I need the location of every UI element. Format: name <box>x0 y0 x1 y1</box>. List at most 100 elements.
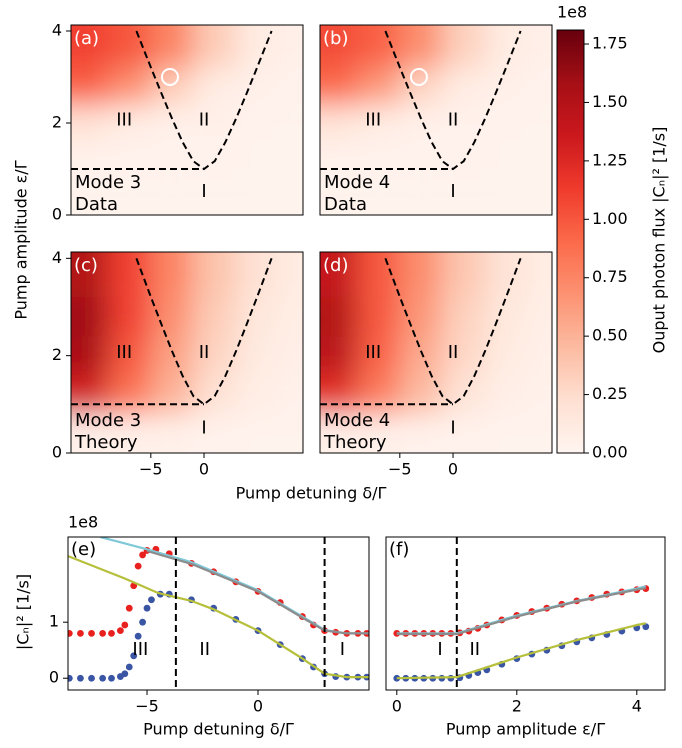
heatmap-cell <box>527 375 552 415</box>
x-tick-label: −5 <box>139 460 163 479</box>
heatmap-cell <box>357 104 400 142</box>
heatmap-cell <box>235 336 279 376</box>
y-tick-label: 2 <box>52 112 62 131</box>
axis-offset: 1e8 <box>68 513 98 532</box>
heatmap-cell <box>108 375 151 415</box>
heatmap-cell <box>527 104 552 142</box>
heatmap-cell <box>235 141 279 179</box>
heatmap-cell <box>320 67 358 105</box>
y-tick-label: 0 <box>52 443 62 462</box>
colorbar-offset: 1e8 <box>557 3 587 22</box>
heatmap-cell <box>484 297 528 337</box>
regime-boundary <box>384 30 522 171</box>
heatmap-cell <box>278 67 303 105</box>
mode-label: Mode 4 <box>324 172 390 193</box>
panel-label: (e) <box>71 539 96 560</box>
heatmap-cell <box>357 414 400 453</box>
region-label: II <box>469 639 480 660</box>
heatmap-cell <box>442 178 485 215</box>
heatmap-cell <box>108 252 151 298</box>
data-point <box>88 674 95 682</box>
heatmap-cell <box>484 67 528 105</box>
heatmap-cell <box>442 336 485 376</box>
data-point <box>121 670 129 678</box>
heatmap-cell <box>150 375 194 415</box>
heatmap-cell <box>442 297 485 337</box>
heatmap-cell <box>71 104 109 142</box>
heatmap-cell <box>235 297 279 337</box>
mode-label: Theory <box>74 432 138 453</box>
heatmap-cell <box>484 141 528 179</box>
region-label: I <box>437 639 442 660</box>
heatmap-cell <box>278 297 303 337</box>
y-tick-label: 0 <box>49 668 59 687</box>
heatmap-cell <box>399 67 443 105</box>
heatmap-cell <box>320 141 358 179</box>
heatmap-cell <box>71 252 109 298</box>
heatmap-cell <box>357 25 400 68</box>
heatmap-cell <box>278 141 303 179</box>
panel-label: (a) <box>74 28 99 49</box>
heatmap-cell <box>399 336 443 376</box>
heatmap-cell <box>399 25 443 68</box>
data-point <box>108 629 115 637</box>
x-axis-label: Pump detuning δ/Γ <box>143 720 294 739</box>
heatmap-cells <box>71 252 303 453</box>
heatmap-cell <box>278 414 303 453</box>
data-point <box>139 551 146 559</box>
y-axis-label: Pump amplitude ε/Γ <box>12 160 31 319</box>
data-point <box>108 674 115 682</box>
heatmap-cell <box>108 178 151 215</box>
heatmap-cell <box>399 141 443 179</box>
region-label: I <box>450 181 455 202</box>
heatmap-cell <box>399 375 443 415</box>
data-point <box>143 604 151 612</box>
region-label: I <box>340 639 345 660</box>
heatmap-cell <box>357 67 400 105</box>
axes-frame <box>385 536 666 691</box>
heatmap-cell <box>193 25 236 68</box>
heatmap-cell <box>150 414 194 453</box>
x-axis-label: Pump detuning δ/Γ <box>236 484 387 503</box>
heatmap-cell <box>71 375 109 415</box>
heatmap-cell <box>527 25 552 68</box>
highlight-marker <box>160 67 179 86</box>
region-label: III <box>116 110 132 131</box>
plot-area <box>68 537 369 690</box>
heatmap-cell <box>193 178 236 215</box>
heatmap-cell <box>193 297 236 337</box>
heatmap-cell <box>278 25 303 68</box>
heatmap-cell <box>320 336 358 376</box>
regime-boundary <box>135 30 273 171</box>
heatmap-cell <box>150 336 194 376</box>
data-point <box>125 663 133 671</box>
region-label: III <box>132 639 148 660</box>
data-point <box>77 629 84 637</box>
x-tick-label: −5 <box>388 460 412 479</box>
heatmap-cell <box>108 141 151 179</box>
heatmap-cell <box>278 104 303 142</box>
heatmap-cell <box>357 178 400 215</box>
heatmap-cell <box>442 25 485 68</box>
y-tick-label: 4 <box>52 248 62 267</box>
heatmap-cell <box>150 104 194 142</box>
heatmap-cell <box>108 336 151 376</box>
region-label: III <box>365 110 381 131</box>
heatmap-cell <box>108 25 151 68</box>
x-tick-label: −5 <box>135 697 159 716</box>
heatmap-cell <box>320 375 358 415</box>
mode-label: Mode 3 <box>75 172 141 193</box>
mode-label: Data <box>324 194 367 215</box>
heatmap-cell <box>71 414 109 453</box>
heatmap-cell <box>71 67 109 105</box>
heatmap-cell <box>108 414 151 453</box>
heatmap-cell <box>193 414 236 453</box>
heatmap-cells <box>71 25 303 215</box>
data-point <box>642 623 650 631</box>
region-label: II <box>199 639 210 660</box>
x-axis-label: Pump amplitude ε/Γ <box>446 720 605 739</box>
colorbar-tick-label: 1.50 <box>592 92 628 111</box>
region-label: I <box>201 181 206 202</box>
data-point <box>116 627 124 634</box>
heatmap-cell <box>193 67 236 105</box>
